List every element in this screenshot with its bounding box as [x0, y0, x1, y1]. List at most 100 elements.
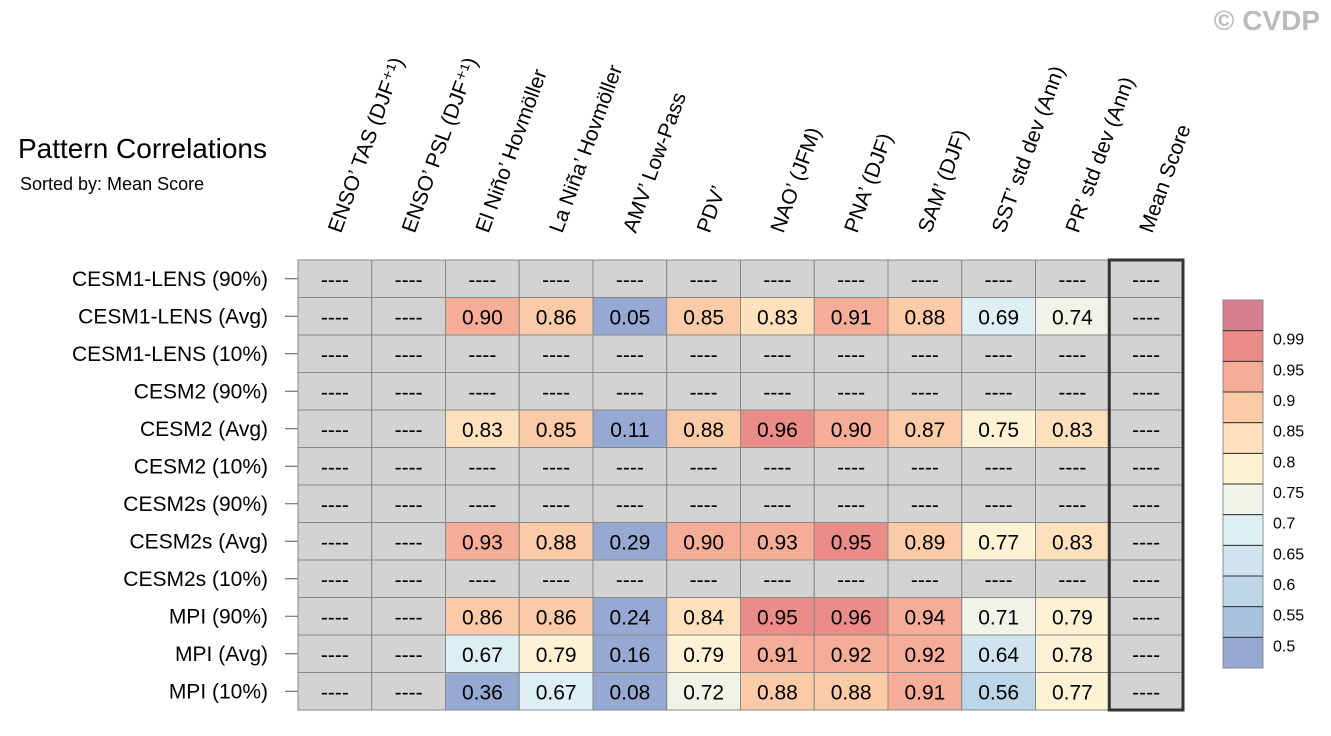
cell — [371, 522, 446, 561]
cell-label: ---- — [911, 569, 939, 592]
cell-label: ---- — [321, 644, 349, 667]
cell-label: 0.93 — [462, 531, 503, 554]
cell — [740, 559, 815, 598]
cell — [445, 447, 520, 486]
colorbar-box — [1222, 514, 1264, 546]
cell-label: ---- — [763, 569, 791, 592]
cell-label: 0.78 — [1052, 644, 1093, 667]
cell — [592, 334, 668, 373]
cell — [592, 297, 668, 336]
column-label: Mean Score — [1135, 121, 1195, 235]
cell — [1108, 372, 1184, 411]
cell-label: ---- — [1058, 456, 1086, 479]
cell-label: ---- — [395, 381, 423, 404]
cell — [1035, 259, 1110, 298]
cell-label: ---- — [395, 419, 423, 442]
cell — [961, 484, 1036, 523]
row-label: MPI (10%) — [169, 680, 268, 703]
cell-label: ---- — [1058, 344, 1086, 367]
cell — [592, 634, 668, 673]
cell — [666, 297, 741, 336]
cell-label: ---- — [911, 456, 939, 479]
cell-label: ---- — [763, 456, 791, 479]
cell — [592, 372, 668, 411]
cell-label: 0.83 — [1052, 531, 1093, 554]
cell-label: ---- — [1132, 606, 1160, 629]
cell-label: ---- — [1132, 644, 1160, 667]
column-label: AMV’ Low-Pass — [619, 89, 691, 235]
column-label: La Niña’ Hovmöller — [545, 62, 627, 236]
row-label: CESM1-LENS (Avg) — [78, 305, 268, 328]
cell-label: ---- — [395, 269, 423, 292]
cell — [813, 297, 889, 336]
cell — [371, 559, 446, 598]
colorbar-tick-label: 0.7 — [1273, 516, 1295, 533]
cell-label: ---- — [321, 494, 349, 517]
cell-label: 0.56 — [978, 681, 1019, 704]
cell — [297, 522, 373, 561]
cell — [887, 297, 963, 336]
cell-label: ---- — [1132, 456, 1160, 479]
cell — [518, 372, 594, 411]
cell-label: ---- — [395, 494, 423, 517]
cell-label: ---- — [395, 456, 423, 479]
cell — [1035, 447, 1110, 486]
cell-label: 0.83 — [1052, 419, 1093, 442]
cell-label: 0.36 — [462, 681, 503, 704]
cell — [887, 559, 963, 598]
cell-label: ---- — [985, 344, 1013, 367]
row-label: MPI (Avg) — [175, 643, 268, 666]
column-label: SST’ std dev (Ann) — [988, 63, 1070, 236]
cell — [666, 259, 741, 298]
cell-label: 0.85 — [683, 306, 724, 329]
colorbar-tick-label: 0.75 — [1273, 485, 1304, 502]
cell — [445, 672, 520, 711]
row-label: CESM2s (90%) — [123, 493, 268, 516]
cell-label: 0.88 — [831, 681, 872, 704]
colorbar-tick-label: 0.95 — [1273, 362, 1304, 379]
cell-label: ---- — [690, 344, 718, 367]
cell-label: 0.83 — [462, 419, 503, 442]
cell-label: ---- — [321, 306, 349, 329]
cell — [1108, 672, 1184, 711]
cell-label: 0.84 — [683, 606, 724, 629]
cell — [297, 447, 373, 486]
row-label: CESM2 (90%) — [134, 380, 268, 403]
row-label: CESM2s (Avg) — [130, 530, 268, 553]
colorbar-box — [1222, 422, 1264, 454]
cell-label: ---- — [985, 456, 1013, 479]
cell-label: ---- — [1132, 531, 1160, 554]
cell-label: 0.93 — [757, 531, 798, 554]
cell — [592, 672, 668, 711]
cell — [666, 447, 741, 486]
cell — [518, 634, 594, 673]
cell-label: 0.90 — [683, 531, 724, 554]
cell-label: ---- — [690, 456, 718, 479]
cell-label: ---- — [395, 681, 423, 704]
cell-label: ---- — [542, 381, 570, 404]
cell — [371, 409, 446, 448]
cell-label: ---- — [321, 606, 349, 629]
cell-label: 0.05 — [609, 306, 650, 329]
column-label: ENSO’ TAS (DJF⁺¹) — [324, 54, 409, 235]
cell-label: ---- — [1132, 419, 1160, 442]
column-label: PNA’ (DJF) — [840, 130, 897, 235]
cell-label: ---- — [985, 269, 1013, 292]
row-label: CESM2 (10%) — [134, 455, 268, 478]
column-label: ENSO’ PSL (DJF⁺¹) — [398, 54, 483, 235]
cell-label: ---- — [616, 381, 644, 404]
cell — [813, 672, 889, 711]
colorbar-box — [1222, 330, 1264, 362]
cell — [1035, 372, 1110, 411]
cell-label: 0.95 — [831, 531, 872, 554]
column-label: SAM’ (DJF) — [914, 127, 972, 236]
cell-label: 0.92 — [831, 644, 872, 667]
cell-label: ---- — [468, 456, 496, 479]
cell — [666, 672, 741, 711]
cell-label: 0.77 — [978, 531, 1019, 554]
cell-label: ---- — [985, 381, 1013, 404]
cell — [371, 484, 446, 523]
cell-label: ---- — [321, 381, 349, 404]
cell-label: ---- — [911, 269, 939, 292]
cell — [297, 634, 373, 673]
